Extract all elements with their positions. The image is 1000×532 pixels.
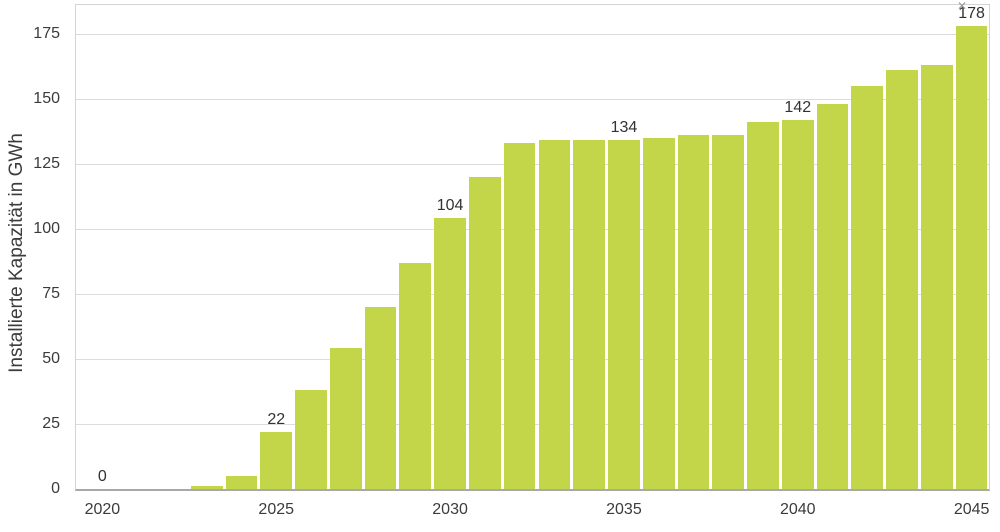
bar-value-label: 22 bbox=[267, 410, 286, 428]
bar-2044[interactable] bbox=[920, 64, 953, 489]
y-tick-label: 150 bbox=[33, 89, 60, 107]
bar-2023[interactable] bbox=[190, 486, 223, 489]
y-tick-label: 75 bbox=[42, 284, 60, 302]
bar-2027[interactable] bbox=[329, 348, 362, 489]
bar-2036[interactable] bbox=[642, 137, 675, 489]
plot-area: 0 22 104 134 142 178 bbox=[75, 4, 990, 491]
bar-2032[interactable] bbox=[503, 142, 536, 489]
y-tick-label: 125 bbox=[33, 154, 60, 172]
bar-2033[interactable] bbox=[538, 140, 571, 489]
bar-value-label: 142 bbox=[784, 98, 812, 116]
bar-2030[interactable] bbox=[434, 218, 466, 489]
gridline bbox=[76, 98, 989, 100]
bar-2042[interactable] bbox=[851, 85, 884, 489]
x-tick-label: 2035 bbox=[606, 501, 642, 518]
bar-value-label: 178 bbox=[958, 4, 985, 22]
bar-2025[interactable] bbox=[260, 431, 293, 489]
close-icon[interactable]: ✕ bbox=[956, 0, 968, 13]
y-tick-label: 50 bbox=[42, 349, 60, 367]
x-tick-label: 2030 bbox=[432, 501, 468, 518]
bar-2029[interactable] bbox=[399, 262, 432, 489]
bar-2039[interactable] bbox=[747, 122, 779, 489]
gridline bbox=[76, 33, 989, 35]
bar-2037[interactable] bbox=[677, 135, 710, 489]
x-tick-label: 2020 bbox=[84, 501, 121, 518]
y-tick-label: 100 bbox=[33, 219, 60, 237]
x-tick-label: 2045 bbox=[953, 501, 990, 518]
bar-value-label: 0 bbox=[97, 468, 107, 485]
bar-2031[interactable] bbox=[468, 176, 501, 489]
bar-2045[interactable] bbox=[955, 25, 988, 489]
y-tick-label: 25 bbox=[42, 414, 60, 432]
x-tick-label: 2025 bbox=[258, 501, 295, 518]
bar-value-label: 134 bbox=[610, 119, 638, 137]
bar-2024[interactable] bbox=[225, 476, 258, 489]
bar-2041[interactable] bbox=[816, 103, 849, 489]
bar-2043[interactable] bbox=[886, 70, 918, 489]
y-tick-label: 0 bbox=[51, 480, 60, 497]
bar-2028[interactable] bbox=[364, 306, 397, 489]
bar-2038[interactable] bbox=[712, 135, 745, 489]
bar-value-label: 104 bbox=[436, 197, 464, 215]
bar-2040[interactable] bbox=[781, 119, 814, 489]
y-tick-label: 175 bbox=[33, 24, 60, 42]
bar-2034[interactable] bbox=[573, 140, 606, 489]
x-tick-label: 2040 bbox=[779, 501, 816, 518]
bar-2035[interactable] bbox=[608, 140, 640, 489]
bar-2026[interactable] bbox=[295, 390, 327, 489]
